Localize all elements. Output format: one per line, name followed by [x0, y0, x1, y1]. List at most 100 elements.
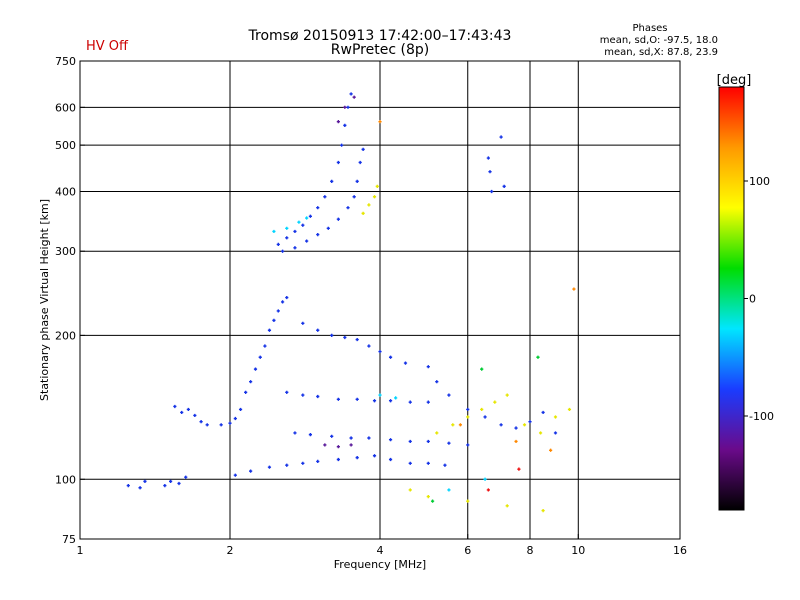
- data-point-s0-58: [466, 443, 470, 447]
- data-point-s1-2: [372, 195, 377, 199]
- data-point-s1-17: [505, 504, 509, 508]
- data-point-s1-6: [466, 415, 470, 419]
- data-point-s0-30: [285, 463, 289, 467]
- data-point-s0-5: [177, 481, 181, 486]
- data-point-s0-90: [349, 92, 353, 96]
- data-point-s0-16: [238, 407, 243, 412]
- data-point-s0-88: [343, 123, 347, 127]
- data-point-s0-24: [276, 309, 280, 313]
- data-point-s0-4: [169, 479, 173, 483]
- y-tick-label-75: 75: [62, 533, 76, 546]
- data-points: [126, 92, 576, 513]
- data-point-s0-89: [346, 105, 350, 109]
- data-point-s0-6: [184, 475, 188, 479]
- data-point-s2-1: [285, 226, 289, 230]
- data-point-s1-7: [480, 407, 484, 412]
- data-point-s0-15: [233, 416, 237, 421]
- data-point-s0-97: [346, 206, 350, 210]
- data-point-s0-99: [355, 179, 359, 183]
- data-point-s0-10: [193, 413, 197, 418]
- data-point-s0-65: [378, 349, 382, 354]
- data-point-s0-26: [285, 295, 289, 300]
- data-point-s1-13: [567, 407, 572, 412]
- data-point-s0-93: [305, 239, 309, 243]
- data-point-s0-23: [272, 318, 276, 322]
- x-tick-label-8: 8: [527, 544, 534, 557]
- data-point-s4-0: [378, 120, 382, 124]
- data-point-s0-71: [466, 407, 470, 412]
- x-tick-label-10: 10: [571, 544, 585, 557]
- data-point-s0-64: [367, 344, 371, 348]
- colorbar-tick-label-100: 100: [749, 175, 770, 188]
- data-point-s0-76: [541, 410, 545, 415]
- data-point-s0-17: [244, 390, 248, 394]
- chart-subtitle: RwPretec (8p): [331, 42, 429, 58]
- data-point-s0-2: [143, 479, 147, 483]
- data-point-s1-10: [522, 423, 527, 427]
- data-point-s4-4: [458, 423, 463, 427]
- data-point-s0-19: [253, 367, 258, 371]
- data-point-s0-101: [361, 147, 365, 151]
- data-point-s6-0: [486, 488, 490, 492]
- data-point-s0-0: [126, 484, 130, 488]
- data-point-s1-3: [375, 184, 379, 188]
- data-point-s0-33: [336, 457, 340, 462]
- data-point-s0-98: [352, 195, 356, 199]
- data-point-s5-0: [430, 499, 435, 503]
- data-point-s0-49: [293, 431, 297, 435]
- data-point-s0-18: [249, 380, 253, 384]
- data-point-s0-31: [301, 461, 305, 465]
- data-point-s0-3: [163, 484, 167, 488]
- stats-title: Phases: [632, 23, 667, 34]
- data-point-s1-4: [435, 431, 439, 435]
- data-point-s0-35: [372, 454, 377, 458]
- data-point-s0-44: [355, 397, 359, 401]
- data-point-s0-29: [267, 465, 272, 469]
- y-tick-label-400: 400: [55, 185, 76, 198]
- data-point-s2-4: [378, 393, 382, 397]
- data-point-s3-3: [336, 120, 340, 124]
- data-point-s0-28: [249, 469, 253, 473]
- data-point-s0-36: [388, 457, 393, 462]
- colorbar-tick-label-0: 0: [749, 293, 756, 306]
- data-point-s4-2: [549, 448, 553, 452]
- data-point-s1-11: [538, 431, 543, 435]
- colorbar-label: [deg]: [717, 73, 752, 88]
- data-point-s0-1: [138, 486, 142, 490]
- data-point-s0-59: [301, 321, 305, 325]
- data-point-s0-100: [358, 160, 362, 165]
- data-point-s0-57: [447, 441, 451, 445]
- data-point-s0-52: [349, 436, 353, 440]
- data-point-s0-66: [388, 355, 393, 359]
- data-point-s0-87: [340, 143, 344, 147]
- data-point-s0-27: [233, 473, 237, 477]
- data-point-s0-61: [330, 333, 334, 337]
- y-tick-label-300: 300: [55, 245, 76, 258]
- y-tick-label-750: 750: [55, 55, 76, 68]
- data-point-s4-1: [514, 439, 518, 444]
- data-point-s0-62: [343, 335, 347, 340]
- data-point-s0-77: [553, 431, 558, 435]
- x-axis-label: Frequency [MHz]: [334, 558, 426, 571]
- data-point-s0-95: [326, 226, 330, 230]
- data-point-s0-32: [316, 459, 320, 463]
- data-point-s0-94: [316, 232, 320, 237]
- data-point-s0-73: [499, 423, 503, 427]
- data-point-s0-68: [426, 365, 430, 369]
- data-point-s0-85: [330, 179, 334, 183]
- data-point-s1-5: [451, 423, 455, 427]
- data-point-s1-0: [361, 211, 365, 215]
- colorbar: [718, 86, 745, 511]
- data-point-s0-103: [488, 170, 492, 174]
- data-point-s0-51: [330, 434, 334, 438]
- y-tick-label-600: 600: [55, 101, 76, 114]
- data-point-s0-40: [285, 390, 289, 394]
- data-point-s0-12: [205, 423, 209, 427]
- data-point-s2-6: [447, 488, 451, 492]
- data-point-s0-80: [293, 229, 297, 234]
- x-tick-label-1: 1: [77, 544, 84, 557]
- data-point-s0-84: [323, 195, 327, 199]
- data-point-s2-5: [394, 396, 398, 400]
- data-point-s0-63: [355, 337, 359, 342]
